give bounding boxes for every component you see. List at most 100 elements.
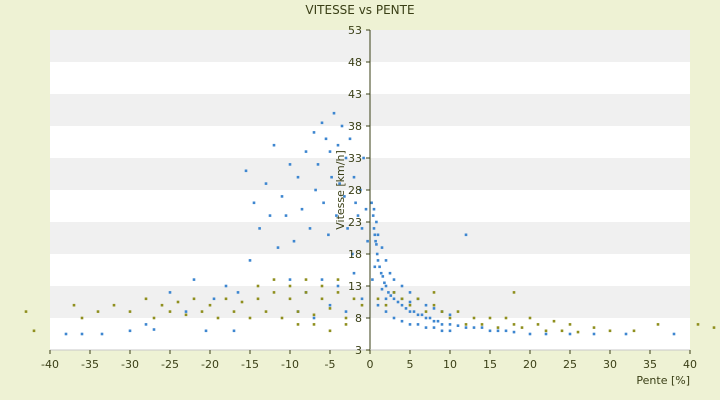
point-olive — [632, 329, 636, 333]
point-blue — [424, 316, 428, 320]
point-blue — [374, 239, 377, 243]
point-blue — [232, 329, 236, 333]
point-olive — [592, 326, 596, 329]
point-olive — [192, 297, 196, 301]
point-olive — [72, 303, 76, 307]
x-tick-label: -5 — [325, 358, 336, 371]
point-blue — [412, 310, 416, 313]
point-olive — [264, 310, 268, 313]
x-tick-label: -25 — [161, 358, 179, 371]
point-blue — [432, 307, 436, 310]
y-tick-label: 48 — [348, 56, 362, 69]
x-tick-label: 35 — [643, 358, 657, 371]
point-blue — [244, 169, 248, 173]
point-olive — [232, 310, 236, 313]
point-olive — [528, 316, 532, 320]
point-blue — [376, 259, 380, 262]
y-tick-label: 28 — [348, 184, 362, 197]
point-blue — [324, 137, 328, 141]
point-blue — [366, 239, 369, 243]
point-blue — [224, 284, 228, 288]
point-blue — [332, 111, 336, 115]
point-blue — [400, 303, 404, 307]
point-blue — [312, 131, 316, 134]
point-blue — [328, 150, 332, 153]
point-blue — [448, 323, 452, 326]
point-blue — [373, 265, 377, 269]
point-blue — [152, 328, 156, 331]
point-blue — [80, 332, 84, 336]
point-olive — [256, 297, 260, 301]
point-blue — [400, 284, 404, 288]
point-olive — [168, 310, 172, 313]
point-olive — [512, 323, 516, 326]
point-olive — [320, 297, 324, 301]
point-olive — [472, 316, 476, 320]
point-olive — [344, 316, 348, 320]
point-olive — [496, 326, 500, 329]
point-blue — [236, 291, 240, 294]
point-blue — [100, 332, 104, 336]
point-blue — [400, 319, 404, 323]
point-blue — [344, 156, 348, 160]
y-axis-title: Vitesse [km/h] — [334, 150, 347, 230]
point-blue — [376, 233, 380, 237]
point-blue — [348, 137, 352, 141]
x-tick-label: 15 — [483, 358, 497, 371]
point-olive — [224, 297, 228, 301]
point-blue — [381, 275, 385, 278]
point-blue — [428, 316, 432, 320]
point-olive — [200, 310, 204, 313]
point-blue — [360, 297, 364, 301]
point-olive — [288, 297, 292, 301]
point-blue — [440, 323, 444, 326]
point-blue — [387, 291, 390, 294]
point-blue — [512, 330, 516, 334]
point-blue — [204, 329, 208, 333]
point-blue — [292, 239, 296, 243]
y-tick-label: 13 — [348, 280, 362, 293]
point-blue — [408, 323, 412, 326]
point-olive — [560, 329, 564, 333]
point-blue — [528, 332, 532, 336]
point-blue — [168, 291, 172, 294]
point-blue — [380, 246, 384, 249]
point-blue — [296, 175, 300, 179]
point-blue — [300, 207, 304, 211]
point-blue — [258, 227, 261, 230]
point-blue — [322, 201, 325, 205]
point-blue — [356, 214, 360, 217]
point-blue — [314, 188, 317, 192]
point-blue — [424, 303, 428, 307]
x-tick-label: 30 — [603, 358, 617, 371]
point-olive — [432, 291, 436, 294]
point-olive — [240, 300, 244, 304]
point-olive — [320, 284, 324, 288]
point-blue — [370, 201, 373, 205]
y-tick-label: 43 — [348, 88, 362, 101]
point-blue — [372, 207, 376, 211]
point-olive — [144, 297, 148, 301]
point-blue — [384, 310, 388, 313]
y-tick-label: 23 — [348, 216, 362, 229]
point-blue — [392, 278, 396, 281]
point-blue — [288, 163, 292, 166]
point-blue — [144, 323, 148, 326]
y-tick-label: 8 — [355, 312, 362, 325]
x-tick-label: -20 — [201, 358, 219, 371]
point-blue — [327, 233, 330, 237]
point-olive — [440, 310, 444, 313]
point-blue — [264, 182, 268, 185]
point-olive — [208, 303, 212, 307]
point-blue — [288, 278, 292, 281]
point-blue — [373, 233, 377, 237]
point-blue — [504, 329, 508, 333]
point-olive — [424, 310, 428, 313]
point-blue — [248, 259, 252, 262]
point-blue — [472, 326, 476, 329]
y-tick-label: 18 — [348, 248, 362, 261]
point-olive — [328, 329, 332, 333]
point-blue — [379, 271, 383, 275]
